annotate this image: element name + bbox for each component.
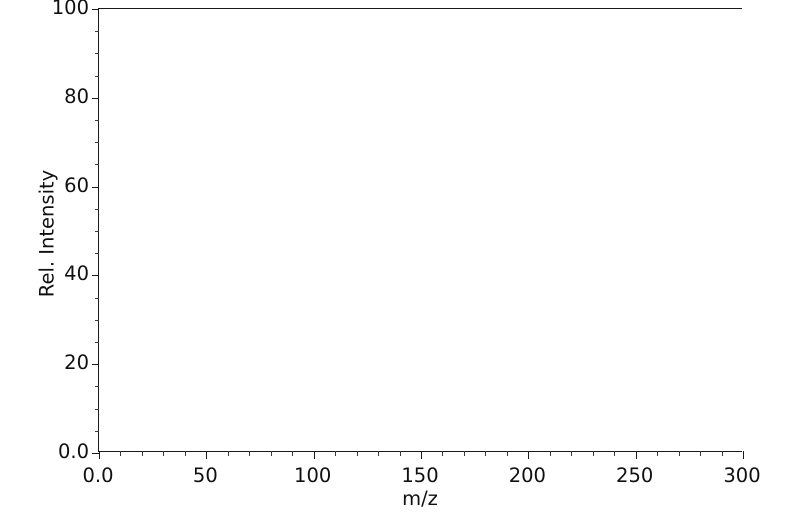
x-tick-minor bbox=[657, 451, 659, 457]
x-tick-label: 0.0 bbox=[82, 464, 114, 487]
x-tick-major bbox=[743, 451, 744, 460]
y-tick-minor bbox=[94, 164, 99, 166]
x-tick-minor bbox=[163, 451, 165, 457]
y-tick-major bbox=[92, 9, 99, 10]
y-tick-minor bbox=[94, 53, 99, 55]
x-tick-major bbox=[313, 451, 315, 460]
y-axis-title-wrapper: Rel. Intensity bbox=[22, 8, 59, 452]
y-tick-minor bbox=[94, 342, 99, 343]
x-tick-minor bbox=[506, 451, 508, 457]
x-tick-major bbox=[528, 451, 530, 460]
y-tick-minor bbox=[94, 430, 99, 432]
x-tick-major bbox=[635, 451, 637, 460]
x-tick-minor bbox=[614, 451, 616, 457]
x-tick-minor bbox=[141, 451, 143, 457]
x-tick-minor bbox=[120, 451, 122, 457]
x-tick-minor bbox=[463, 451, 465, 457]
y-tick-minor bbox=[94, 31, 99, 33]
y-tick-major bbox=[92, 364, 99, 366]
y-tick-minor bbox=[94, 408, 99, 410]
y-tick-minor bbox=[94, 386, 99, 388]
x-tick-minor bbox=[700, 451, 702, 457]
y-tick-major bbox=[92, 97, 99, 99]
x-tick-label: 150 bbox=[401, 464, 439, 487]
y-tick-minor bbox=[94, 231, 99, 232]
y-tick-minor bbox=[94, 208, 99, 210]
y-tick-label: 20 bbox=[64, 351, 89, 375]
y-tick-label: 40 bbox=[64, 262, 89, 286]
y-tick-major bbox=[92, 275, 99, 277]
y-tick-label: 0.0 bbox=[57, 440, 89, 463]
x-tick-minor bbox=[442, 451, 444, 457]
x-tick-minor bbox=[378, 451, 380, 457]
x-tick-minor bbox=[592, 451, 594, 457]
x-tick-major bbox=[99, 451, 100, 460]
x-tick-minor bbox=[549, 451, 551, 457]
x-axis-title: m/z bbox=[402, 487, 438, 510]
x-tick-minor bbox=[721, 451, 723, 457]
x-tick-minor bbox=[292, 451, 294, 457]
x-tick-minor bbox=[184, 451, 186, 457]
y-tick-label: 60 bbox=[64, 173, 89, 197]
y-tick-major bbox=[92, 453, 99, 454]
x-tick-label: 50 bbox=[192, 464, 218, 487]
x-tick-major bbox=[421, 451, 422, 460]
x-tick-minor bbox=[485, 451, 487, 457]
x-tick-major bbox=[206, 451, 208, 460]
y-tick-label: 100 bbox=[51, 0, 89, 19]
x-tick-minor bbox=[249, 451, 251, 457]
x-tick-label: 200 bbox=[508, 464, 546, 487]
x-tick-label: 300 bbox=[723, 464, 761, 487]
y-tick-minor bbox=[94, 253, 99, 255]
x-tick-minor bbox=[227, 451, 229, 457]
x-tick-minor bbox=[270, 451, 272, 457]
x-tick-minor bbox=[335, 451, 337, 457]
y-tick-minor bbox=[94, 319, 99, 321]
y-tick-minor bbox=[94, 75, 99, 77]
x-tick-minor bbox=[571, 451, 573, 457]
y-tick-minor bbox=[94, 120, 99, 121]
y-tick-label: 80 bbox=[64, 84, 89, 108]
x-tick-minor bbox=[399, 451, 401, 457]
y-tick-minor bbox=[94, 142, 99, 144]
y-tick-major bbox=[92, 186, 99, 188]
x-tick-minor bbox=[678, 451, 680, 457]
plot-frame bbox=[92, 8, 744, 460]
y-tick-minor bbox=[94, 297, 99, 299]
y-axis-title: Rel. Intensity bbox=[35, 169, 59, 298]
x-tick-label: 100 bbox=[294, 464, 332, 487]
x-tick-label: 250 bbox=[616, 464, 654, 487]
x-tick-minor bbox=[356, 451, 358, 457]
